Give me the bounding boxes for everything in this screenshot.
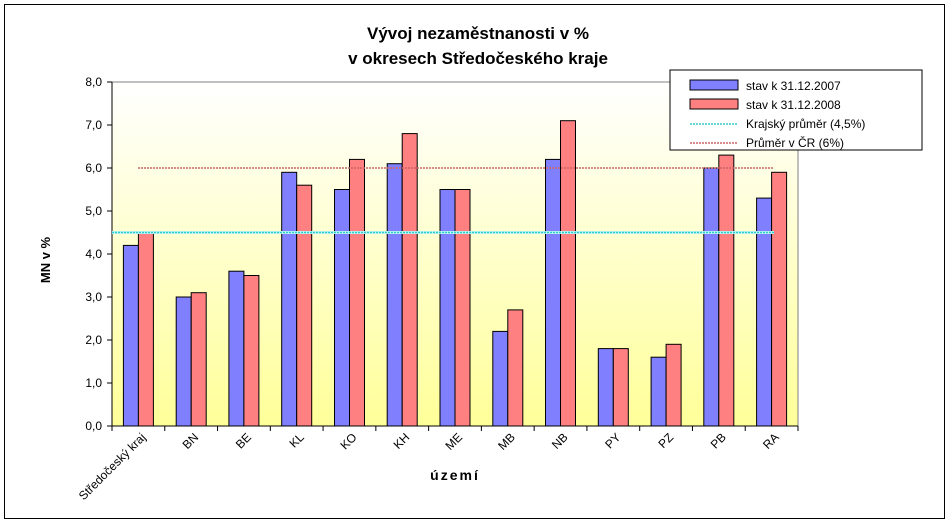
bar-2007-6 [439,189,456,427]
y-tick-label: 6,0 [85,161,102,175]
chart-title-line-1: Vývoj nezaměstnanosti v % [367,24,589,43]
legend: stav k 31.12.2007 stav k 31.12.2008 Krajsk… [669,69,923,151]
bar-2007-9 [597,348,614,427]
legend-ref-label-1: Průměr v ČR (6%) [746,135,844,150]
y-tick-label: 8,0 [85,75,102,89]
legend-swatch-1 [689,98,739,110]
legend-ref-label-0: Krajský průměr (4,5%) [746,117,865,131]
legend-label-0: stav k 31.12.2007 [746,79,841,93]
bar-2008-0 [137,232,154,427]
x-axis-title: území [430,467,480,483]
bar-2008-5 [401,133,418,427]
bar-2007-0 [122,244,139,427]
bar-2008-8 [560,120,576,427]
chart-title-line-2: v okresech Středočeského kraje [348,49,608,68]
bar-2007-3 [281,171,298,427]
y-tick-label: 1,0 [85,376,102,390]
y-tick-label: 2,0 [85,333,102,347]
y-axis-title: MN v % [38,236,53,283]
y-tick-label: 7,0 [85,118,102,132]
y-axis: 0,0 1,0 2,0 3,0 4,0 5,0 6,0 7,0 8,0 [85,75,113,433]
bar-2007-2 [228,270,245,427]
y-tick-label: 4,0 [85,247,102,261]
bar-2007-11 [703,167,720,427]
bar-2007-5 [386,163,403,427]
bar-2007-7 [492,330,509,427]
reference-lines [112,167,774,234]
legend-swatch-0 [689,79,739,91]
y-tick-label: 3,0 [85,290,102,304]
bar-2007-1 [175,296,192,427]
y-tick-label: 0,0 [85,419,102,433]
bar-2008-11 [718,154,735,427]
bar-2008-4 [349,158,365,427]
bar-2008-9 [612,348,629,427]
bar-2007-4 [334,189,350,427]
bar-2008-6 [454,189,471,427]
bar-2008-3 [296,184,313,427]
bar-2008-7 [507,309,524,427]
bars-group [122,120,788,427]
bar-2008-12 [771,171,788,427]
y-tick-label: 5,0 [85,204,102,218]
legend-label-1: stav k 31.12.2008 [746,98,841,112]
bar-2007-10 [650,356,667,427]
bar-2007-8 [545,158,561,427]
bar-2008-10 [665,343,682,427]
bar-2008-2 [243,275,260,427]
bar-2008-1 [190,292,207,427]
